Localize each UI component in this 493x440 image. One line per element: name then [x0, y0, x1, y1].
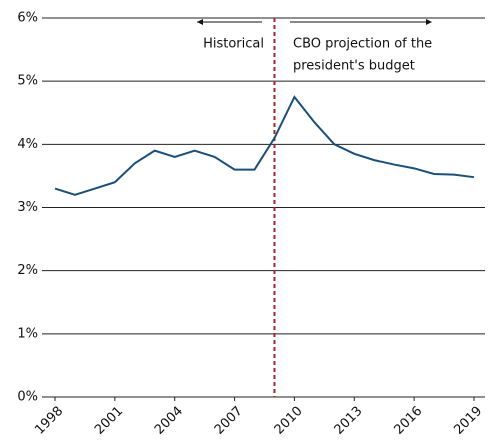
y-tick-label: 4% — [17, 137, 38, 152]
x-tick-label: 2001 — [92, 404, 126, 438]
x-tick-label: 2004 — [152, 404, 186, 438]
y-tick-label: 5% — [17, 74, 38, 89]
y-tick-label: 2% — [17, 263, 38, 278]
annotation: CBO projection of the — [293, 37, 432, 52]
arrow-head — [426, 19, 432, 25]
y-tick-label: 0% — [17, 390, 38, 405]
x-tick-label: 1998 — [32, 404, 66, 438]
x-tick-label: 2007 — [212, 404, 246, 438]
annotation: Historical — [203, 37, 264, 52]
x-tick-label: 2010 — [272, 404, 306, 438]
y-tick-label: 1% — [17, 326, 38, 341]
y-tick-label: 6% — [17, 11, 38, 26]
x-tick-label: 2013 — [332, 404, 366, 438]
x-tick-label: 2016 — [391, 404, 425, 438]
y-tick-label: 3% — [17, 200, 38, 215]
arrow-head — [197, 19, 203, 25]
annotation: president's budget — [293, 59, 415, 74]
line — [54, 95, 475, 196]
x-tick-label: 2019 — [451, 404, 485, 438]
